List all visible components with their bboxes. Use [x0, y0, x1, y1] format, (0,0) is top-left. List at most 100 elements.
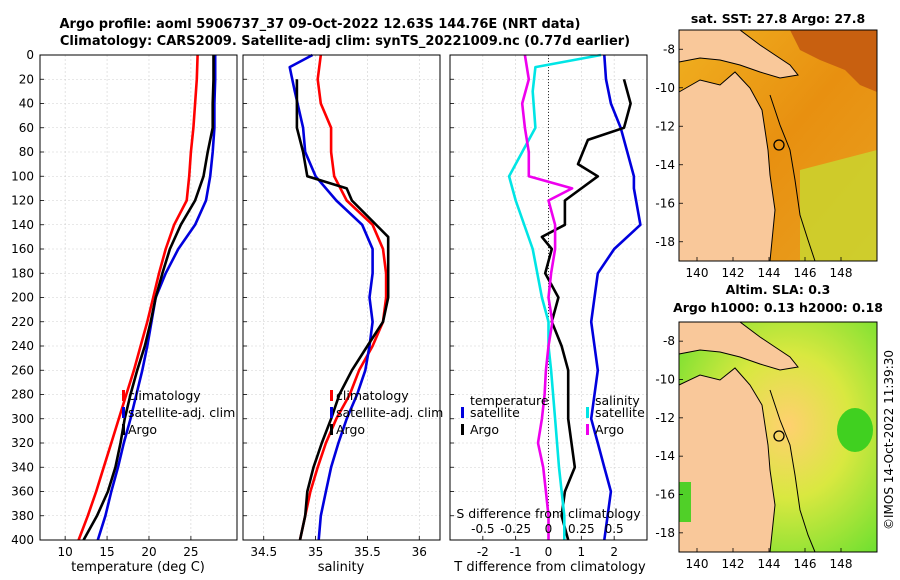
s-tick-label: -0.5 [471, 522, 494, 536]
s-tick-label: 0 [545, 522, 553, 536]
x-tick-label: -2 [477, 545, 489, 559]
sla-map-subtitle: Argo h1000: 0.13 h2000: 0.18 [673, 300, 883, 315]
legend-group-title: temperature [470, 393, 549, 408]
map-x-tick-label: 140 [686, 266, 709, 280]
temperature-panel: 0 20 40 60 80 100 120 140 160 180 200 220 240 260 280 3… [11, 48, 238, 559]
legend-label: climatology [336, 388, 409, 403]
map-y-tick-label: -16 [655, 488, 675, 502]
s-tick-label: 0.25 [568, 522, 595, 536]
legend-label: Argo [595, 422, 624, 437]
depth-tick-label: 340 [11, 460, 34, 474]
depth-tick-label: 200 [11, 291, 34, 305]
depth-tick-label: 360 [11, 485, 34, 499]
x-tick-label: 35 [308, 545, 323, 559]
s-tick-label: 0.5 [605, 522, 624, 536]
map-y-tick-label: -14 [655, 449, 675, 463]
x-tick-label: 2 [610, 545, 618, 559]
sst-argo-marker [773, 139, 785, 151]
depth-tick-label: 40 [19, 97, 34, 111]
map-x-tick-label: 148 [830, 557, 853, 571]
depth-tick-label: 320 [11, 436, 34, 450]
series-line-s-satellite [507, 53, 602, 540]
legend-swatch [122, 424, 125, 435]
x-tick-label: 34.5 [250, 545, 277, 559]
sst-cool-patch [800, 150, 877, 261]
depth-tick-label: 120 [11, 194, 34, 208]
legend-swatch [461, 424, 464, 435]
map-x-tick-label: 146 [794, 266, 817, 280]
legend-label: Argo [336, 422, 365, 437]
legend-label: Argo [470, 422, 499, 437]
legend-label: satellite [470, 405, 520, 420]
map-x-tick-label: 140 [686, 557, 709, 571]
legend-swatch [461, 407, 464, 418]
depth-tick-label: 140 [11, 218, 34, 232]
map-y-tick-label: -18 [655, 235, 675, 249]
map-y-tick-label: -14 [655, 158, 675, 172]
x-tick-label: 0 [545, 545, 553, 559]
x-tick-label: 35.5 [354, 545, 381, 559]
depth-tick-label: 0 [26, 48, 34, 62]
legend-swatch [122, 390, 125, 401]
x-tick-label: 20 [141, 545, 156, 559]
legend-swatch [330, 390, 333, 401]
map-x-tick-label: 144 [758, 266, 781, 280]
map-y-tick-label: -10 [655, 81, 675, 95]
sst-land-png [678, 29, 799, 79]
temperature-xlabel: temperature (deg C) [71, 560, 205, 575]
legend-label: satellite-adj. clim [128, 405, 235, 420]
depth-tick-label: 220 [11, 315, 34, 329]
sla-map: 140 142 144 146 148 -8 -10 -12 -14 -16 -18 [655, 321, 878, 571]
series-line-argo [295, 79, 390, 541]
map-x-tick-label: 144 [758, 557, 781, 571]
x-tick-label: 10 [58, 545, 73, 559]
t-difference-xlabel: T difference from climatology [453, 560, 646, 575]
depth-tick-label: 260 [11, 363, 34, 377]
difference-panel: -2 -1 0 1 2temperaturesatelliteArgosalinitys… [449, 53, 648, 559]
depth-tick-label: 380 [11, 509, 34, 523]
x-tick-label: 36 [412, 545, 427, 559]
axes-frame [242, 54, 441, 541]
difference-top-xlabel: S difference from climatology [456, 506, 641, 521]
series-line-s-argo [520, 54, 574, 540]
x-tick-label: 1 [578, 545, 586, 559]
map-y-tick-label: -16 [655, 196, 675, 210]
salinity-xlabel: salinity [318, 560, 365, 575]
x-tick-label: 25 [183, 545, 198, 559]
sst-warm-patch [790, 30, 877, 92]
map-x-tick-label: 142 [722, 266, 745, 280]
map-y-tick-label: -10 [655, 373, 675, 387]
series-line-climatology [298, 54, 388, 541]
s-tick-label: -0.25 [500, 522, 531, 536]
map-x-tick-label: 146 [794, 557, 817, 571]
map-y-tick-label: -8 [663, 334, 675, 348]
sla-green-block [679, 482, 691, 522]
sla-frame [678, 321, 878, 553]
main-title: Argo profile: aoml 5906737_37 09-Oct-202… [60, 17, 581, 32]
map-x-tick-label: 148 [830, 266, 853, 280]
salinity-panel: 34.5 35 35.5 36 climatology satellite-adj. cl… [242, 53, 443, 559]
sla-map-title: Altim. SLA: 0.3 [726, 282, 831, 297]
axes-frame [449, 54, 648, 541]
map-y-tick-label: -12 [655, 119, 675, 133]
sst-shelf-contour [769, 94, 816, 262]
depth-tick-label: 300 [11, 412, 34, 426]
depth-tick-label: 60 [19, 121, 34, 135]
credit-text: ©IMOS 14-Oct-2022 11:39:30 [882, 350, 896, 530]
depth-tick-label: 180 [11, 266, 34, 280]
sla-shelf-contour [769, 389, 816, 553]
series-line-argo [82, 55, 215, 541]
legend-label: climatology [128, 388, 201, 403]
legend-label: Argo [128, 422, 157, 437]
legend-swatch [330, 407, 333, 418]
depth-tick-label: 20 [19, 72, 34, 86]
sst-map: 140 142 144 146 148 -8 -10 -12 -14 -16 -18 [655, 29, 878, 280]
series-line-t-satellite [589, 54, 642, 541]
depth-tick-label: 100 [11, 169, 34, 183]
legend-swatch [122, 407, 125, 418]
depth-tick-label: 400 [11, 533, 34, 547]
map-y-tick-label: -12 [655, 411, 675, 425]
legend-swatch [330, 424, 333, 435]
legend-group-title: salinity [595, 393, 640, 408]
